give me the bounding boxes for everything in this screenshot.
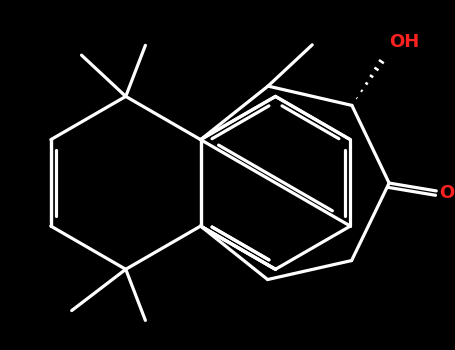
Text: OH: OH xyxy=(389,33,420,51)
Text: O: O xyxy=(439,184,455,202)
